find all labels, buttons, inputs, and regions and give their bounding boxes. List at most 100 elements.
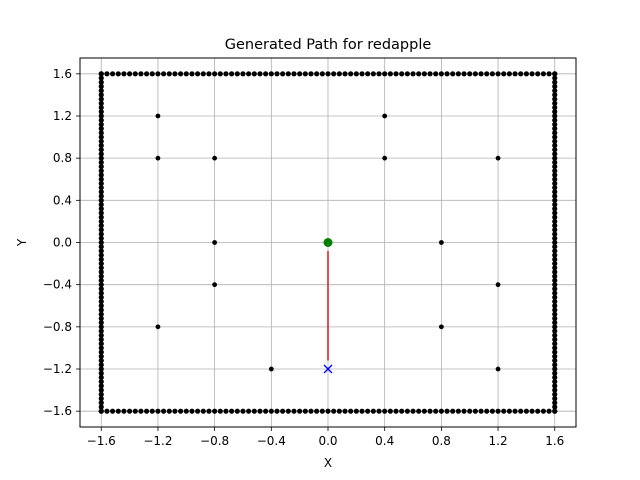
boundary-point [98,290,104,296]
boundary-point [98,100,104,106]
boundary-point [552,201,558,208]
boundary-point [98,395,104,402]
boundary-point [178,408,184,414]
x-tick-label: −0.4 [257,434,286,448]
boundary-point [98,260,104,267]
boundary-point [342,71,348,77]
boundary-point [365,408,371,414]
boundary-point [98,126,104,132]
boundary-point [336,71,342,77]
x-tick-label: 0.8 [432,434,451,448]
boundary-point [98,362,104,368]
boundary-point [478,71,484,77]
boundary-point [552,404,558,410]
obstacle-point [438,240,444,245]
boundary-point [98,113,104,119]
boundary-point [552,374,558,381]
boundary-point [121,71,127,77]
boundary-point [501,408,507,414]
boundary-point [132,71,138,77]
boundary-point [552,260,558,267]
boundary-point [376,408,382,414]
boundary-point [484,71,490,77]
boundary-point [195,71,201,77]
boundary-point [98,189,104,195]
boundary-point [121,408,127,414]
y-tick-label: −1.6 [43,404,72,418]
boundary-point [438,408,444,414]
x-tick-label: 0.0 [318,434,337,448]
boundary-point [552,370,558,376]
boundary-point [552,147,558,153]
boundary-point [552,244,558,250]
boundary-point [540,71,547,77]
boundary-point [98,387,104,393]
boundary-point [552,83,558,90]
boundary-point [472,408,478,414]
boundary-points [98,71,558,414]
boundary-point [109,71,116,77]
boundary-point [98,121,104,128]
obstacle-point [382,113,388,119]
boundary-point [546,408,552,414]
boundary-point [552,189,558,195]
boundary-point [489,71,495,77]
y-tick-label: 0.4 [53,193,72,207]
boundary-point [149,408,155,414]
boundary-point [98,206,104,212]
boundary-point [195,408,201,414]
boundary-point [365,71,371,77]
boundary-point [467,408,473,414]
boundary-point [189,408,195,414]
boundary-point [552,227,558,233]
boundary-point [257,71,263,77]
boundary-point [234,408,240,414]
obstacle-point [155,113,161,119]
boundary-point [399,408,405,414]
boundary-point [348,408,354,414]
obstacle-point [155,155,161,161]
boundary-point [98,303,104,309]
boundary-point [98,282,104,288]
boundary-point [552,286,558,292]
boundary-point [552,277,558,284]
boundary-point [98,294,104,300]
boundary-point [291,71,297,77]
boundary-point [98,218,104,225]
boundary-point [98,269,104,275]
boundary-point [234,71,240,77]
boundary-point [263,408,269,414]
boundary-point [552,138,558,144]
boundary-point [291,408,297,414]
boundary-point [552,155,558,161]
boundary-point [552,96,558,102]
boundary-point [98,138,104,144]
x-tick-label: −1.2 [143,434,172,448]
boundary-point [98,349,104,355]
boundary-point [98,168,104,174]
boundary-point [274,408,280,414]
boundary-point [98,320,104,326]
boundary-point [455,408,461,414]
boundary-point [336,408,342,414]
boundary-point [552,109,558,115]
boundary-point [552,159,558,165]
boundary-point [450,71,456,77]
obstacle-point [495,282,501,288]
boundary-point [98,404,104,410]
boundary-point [98,92,104,98]
boundary-point [552,336,558,343]
boundary-point [387,71,393,77]
boundary-point [552,176,558,182]
boundary-point [552,235,558,241]
boundary-point [478,408,484,414]
x-tick-label: −0.8 [200,434,229,448]
boundary-point [552,252,558,258]
boundary-point [393,71,399,77]
chart-title: Generated Path for redapple [225,37,432,53]
obstacle-point [212,240,218,245]
boundary-point [535,71,541,77]
boundary-point [382,71,388,77]
boundary-point [172,71,178,77]
